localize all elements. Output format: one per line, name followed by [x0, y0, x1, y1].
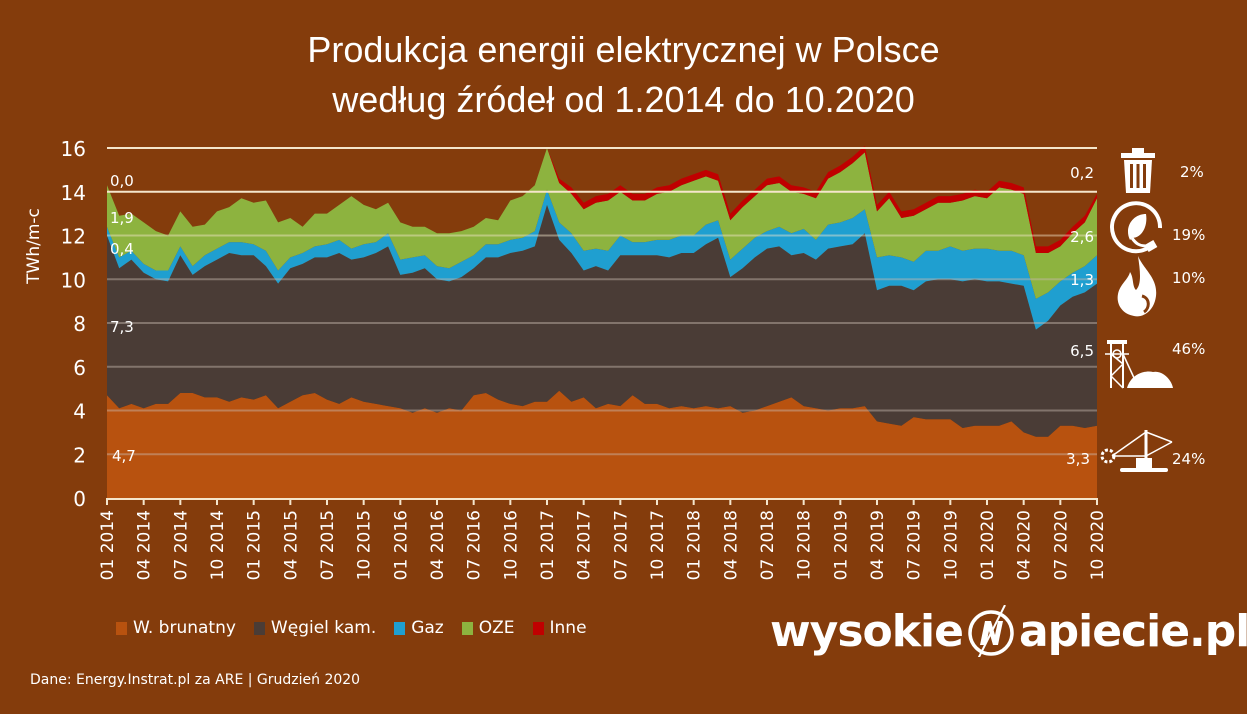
legend-item-inne: Inne	[532, 618, 587, 638]
logo-text-left: wysokie	[770, 605, 964, 657]
excavator-icon	[1100, 430, 1173, 472]
legend-swatch-brunatny	[116, 621, 127, 635]
share-gaz: 10%	[1172, 269, 1206, 287]
x-tick-label: 07 2016	[465, 510, 485, 580]
trash-icon	[1121, 148, 1155, 193]
legend-label-inne: Inne	[549, 618, 587, 638]
x-tick-label: 07 2018	[758, 510, 778, 580]
x-tick-label: 10 2016	[501, 510, 521, 580]
x-tick-label: 01 2014	[98, 510, 118, 580]
data-annotation: 1,3	[1070, 271, 1094, 289]
data-annotation: 4,7	[112, 447, 136, 465]
legend-swatch-wegiel	[253, 621, 265, 635]
x-tick-label: 04 2020	[1015, 510, 1035, 580]
legend-item-gaz: Gaz	[394, 618, 444, 638]
area-gaz	[107, 189, 1097, 330]
legend-swatch-oze	[461, 621, 473, 635]
x-tick-label: 07 2014	[171, 510, 191, 580]
x-tick-label: 10 2019	[941, 510, 961, 580]
data-source-note: Dane: Energy.Instrat.pl za ARE | Grudzie…	[30, 672, 361, 688]
x-tick-label: 04 2016	[428, 510, 448, 580]
x-tick-label: 04 2018	[721, 510, 741, 580]
y-tick-label: 16	[61, 137, 86, 161]
y-tick-label: 8	[73, 312, 86, 336]
data-annotation: 2,6	[1070, 228, 1094, 246]
share-oze: 19%	[1172, 226, 1206, 244]
y-tick-label: 2	[73, 443, 86, 467]
legend-item-oze: OZE	[461, 618, 515, 638]
x-tick-label: 07 2015	[318, 510, 338, 580]
x-tick-label: 07 2017	[611, 510, 631, 580]
data-annotation: 1,9	[110, 209, 134, 227]
y-tick-label: 10	[61, 268, 86, 292]
leaf-plug-icon	[1110, 201, 1163, 254]
x-tick-label: 07 2019	[905, 510, 925, 580]
legend-item-brunatny: W. brunatny	[116, 618, 236, 638]
data-annotation: 6,5	[1070, 342, 1094, 360]
x-tick-label: 01 2017	[538, 510, 558, 580]
y-tick-label: 12	[61, 225, 86, 249]
data-annotation: 3,3	[1066, 450, 1090, 468]
legend-label-wegiel: Węgiel kam.	[270, 618, 377, 638]
x-tick-label: 10 2017	[648, 510, 668, 580]
x-tick-label: 10 2015	[355, 510, 375, 580]
flame-icon	[1117, 256, 1157, 317]
y-tick-label: 0	[73, 487, 86, 511]
share-brunatny: 24%	[1172, 450, 1206, 468]
logo-text-right: apiecie.pl	[1018, 605, 1247, 657]
x-tick-label: 01 2018	[685, 510, 705, 580]
x-tick-label: 10 2018	[795, 510, 815, 580]
y-tick-label: 14	[61, 181, 86, 205]
x-tick-label: 04 2015	[281, 510, 301, 580]
data-annotation: 0,2	[1070, 164, 1094, 182]
y-tick-label: 6	[73, 356, 86, 380]
data-annotation: 0,0	[110, 172, 134, 190]
legend-swatch-gaz	[394, 621, 406, 635]
legend-swatch-inne	[532, 621, 544, 635]
lightning-n-icon	[968, 605, 1014, 657]
data-annotation: 0,4	[110, 240, 134, 258]
mine-tower-icon	[1105, 340, 1173, 389]
chart-legend: W. brunatny Węgiel kam. Gaz OZE Inne	[116, 618, 587, 638]
x-tick-label: 04 2019	[868, 510, 888, 580]
x-tick-label: 01 2015	[245, 510, 265, 580]
share-wegiel: 46%	[1172, 340, 1206, 358]
x-tick-label: 01 2020	[978, 510, 998, 580]
brand-logo: wysokie apiecie.pl	[770, 605, 1247, 657]
legend-item-wegiel: Węgiel kam.	[253, 618, 377, 638]
area-wegiel	[107, 204, 1097, 437]
x-tick-label: 10 2020	[1088, 510, 1108, 580]
y-tick-label: 4	[73, 400, 86, 424]
area-oze	[107, 148, 1097, 299]
legend-label-oze: OZE	[478, 618, 515, 638]
area-brunatny	[107, 390, 1097, 498]
share-inne: 2%	[1180, 163, 1204, 181]
x-tick-label: 04 2017	[575, 510, 595, 580]
x-tick-label: 01 2019	[831, 510, 851, 580]
x-tick-label: 01 2016	[391, 510, 411, 580]
data-annotation: 7,3	[110, 318, 134, 336]
x-tick-label: 04 2014	[135, 510, 155, 580]
legend-label-gaz: Gaz	[411, 618, 444, 638]
legend-label-brunatny: W. brunatny	[133, 618, 236, 638]
x-tick-label: 10 2014	[208, 510, 228, 580]
chart-title-line1: Produkcja energii elektrycznej w Polsce	[307, 29, 940, 70]
chart-title-line2: według źródeł od 1.2014 do 10.2020	[332, 79, 915, 120]
area-inne	[107, 145, 1097, 253]
x-tick-label: 07 2020	[1051, 510, 1071, 580]
